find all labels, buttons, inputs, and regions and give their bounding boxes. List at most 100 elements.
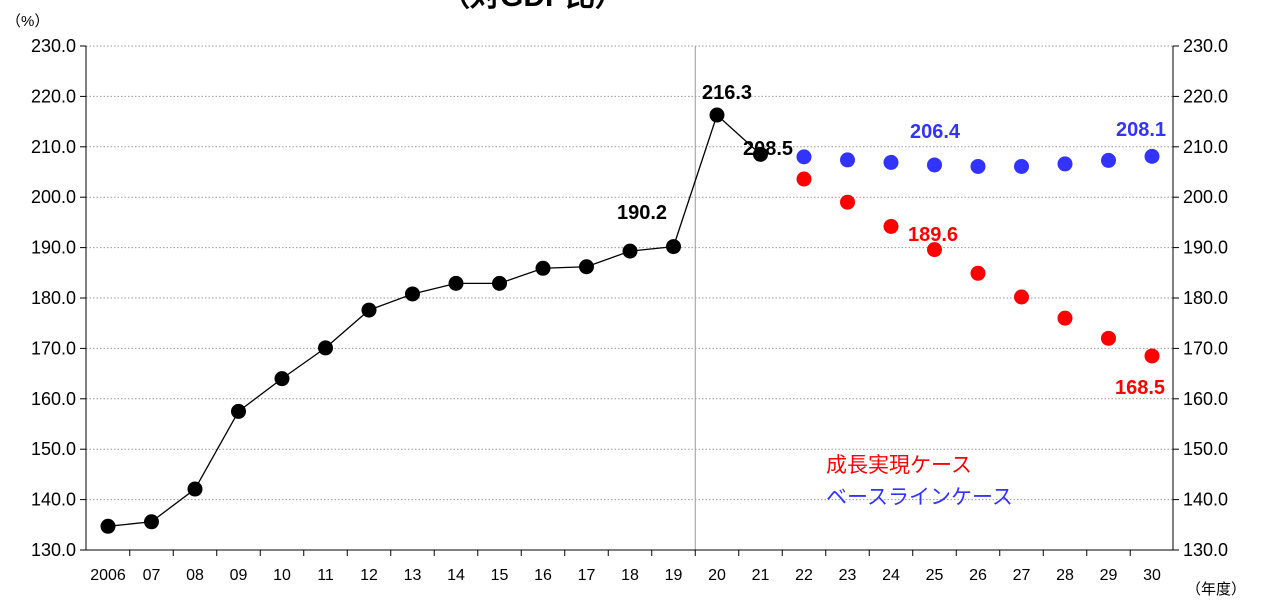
baseline-case-point: [927, 157, 942, 173]
actual-data-point: [666, 239, 681, 255]
x-tick-label: 25: [926, 567, 944, 584]
x-tick-label: 24: [882, 567, 900, 584]
baseline-case-point: [1014, 158, 1029, 174]
x-tick-label: 22: [795, 567, 813, 584]
x-tick-label: 13: [404, 567, 422, 584]
actual-data-point: [187, 481, 203, 497]
x-tick-label: 11: [317, 567, 334, 584]
actual-data-point: [318, 340, 333, 356]
growth-case-point: [1057, 310, 1073, 326]
x-tick-label: 19: [665, 567, 683, 584]
x-tick-label: 18: [621, 567, 639, 584]
x-tick-label: 27: [1013, 567, 1031, 584]
x-tick-label: 09: [230, 567, 248, 584]
baseline-case-point: [970, 158, 986, 174]
x-tick-label: 17: [578, 567, 596, 584]
actual-data-point: [448, 275, 464, 291]
growth-case-point: [840, 194, 855, 210]
y-tick-label-right: 190.0: [1183, 238, 1228, 258]
x-tick-label: 21: [752, 567, 770, 584]
y-tick-label-left: 230.0: [31, 36, 76, 56]
y-tick-label-right: 230.0: [1183, 36, 1228, 56]
x-tick-label: 2006: [90, 567, 126, 584]
y-tick-label-right: 130.0: [1183, 540, 1228, 560]
x-tick-label: 10: [273, 567, 291, 584]
growth-case-point: [927, 242, 942, 258]
y-tick-label-right: 200.0: [1183, 187, 1228, 207]
x-tick-label: 08: [186, 567, 204, 584]
growth-case-point: [1144, 348, 1160, 364]
y-axis-right-ticks: 130.0 140.0 150.0 160.0 170.0 180.0 190.0 200.0…: [1183, 36, 1228, 560]
actual-data-point: [274, 371, 290, 387]
actual-data-point: [361, 302, 377, 318]
actual-series-line: [107, 113, 761, 527]
data-label: 208.5: [743, 138, 793, 160]
baseline-case-point: [796, 149, 812, 165]
x-tick-label: 07: [143, 567, 161, 584]
baseline-case-point: [1101, 152, 1116, 168]
data-label: 190.2: [617, 202, 667, 224]
actual-data-point: [622, 243, 638, 259]
y-tick-label-left: 220.0: [31, 86, 76, 106]
x-tick-label: 26: [969, 567, 987, 584]
y-tick-label-right: 150.0: [1183, 439, 1228, 459]
y-axis-left-ticks: 130.0 140.0 150.0 160.0 170.0 180.0 190.0 200.0…: [31, 36, 76, 560]
chart-title-partial: （対GDP比）: [440, 0, 625, 13]
y-tick-label-left: 150.0: [31, 439, 76, 459]
data-label: 206.4: [910, 121, 961, 143]
x-tick-label: 16: [534, 567, 552, 584]
legend-baseline-case: ベースラインケース: [826, 486, 1013, 509]
actual-data-point: [144, 514, 159, 530]
data-label: 208.1: [1116, 119, 1166, 141]
y-tick-label-left: 130.0: [31, 540, 76, 560]
actual-data-point: [231, 403, 246, 419]
actual-data-point: [709, 107, 725, 123]
actual-data-point: [492, 275, 507, 291]
y-tick-label-left: 140.0: [31, 490, 76, 510]
y-tick-label-left: 210.0: [31, 137, 76, 157]
x-tick-label: 23: [839, 567, 857, 584]
y-axis-unit: （%）: [6, 13, 49, 30]
y-tick-label-left: 200.0: [31, 187, 76, 207]
x-tick-label: 30: [1143, 567, 1161, 584]
gridlines: [86, 45, 1173, 550]
actual-data-point: [535, 260, 551, 276]
y-tick-label-right: 210.0: [1183, 137, 1228, 157]
y-tick-label-left: 160.0: [31, 389, 76, 409]
x-axis-ticks: 2006 07 08 09 10 11 12 13 14 15 16 17 18 19 20 21 22 23 24…: [90, 567, 1161, 584]
growth-case-point: [1014, 289, 1029, 305]
data-labels: 190.2 216.3 208.5 206.4 208.1 189.6 168.5: [617, 82, 1166, 399]
x-tick-label: 28: [1056, 567, 1074, 584]
growth-case-point: [970, 265, 986, 281]
x-tick-label: 20: [708, 567, 726, 584]
x-tick-label: 12: [360, 567, 378, 584]
growth-case-point: [1101, 330, 1116, 346]
data-label: 168.5: [1115, 377, 1165, 399]
legend-growth-case: 成長実現ケース: [826, 454, 972, 477]
x-tick-label: 14: [447, 567, 465, 584]
actual-data-point: [100, 518, 116, 534]
x-tick-label: 15: [491, 567, 509, 584]
y-tick-label-left: 170.0: [31, 338, 76, 358]
x-axis-unit: （年度）: [1186, 581, 1246, 598]
baseline-case-point: [840, 152, 855, 168]
y-tick-label-right: 170.0: [1183, 338, 1228, 358]
growth-case-point: [796, 171, 812, 187]
y-tick-label-right: 140.0: [1183, 490, 1228, 510]
y-tick-label-left: 190.0: [31, 238, 76, 258]
data-label: 216.3: [702, 82, 752, 104]
y-tick-label-right: 160.0: [1183, 389, 1228, 409]
series-layer: [100, 107, 1160, 534]
x-tick-label: 29: [1100, 567, 1118, 584]
baseline-case-point: [1144, 148, 1160, 164]
y-tick-label-left: 180.0: [31, 288, 76, 308]
actual-data-point: [579, 259, 594, 275]
baseline-case-point: [883, 154, 899, 170]
baseline-case-point: [1057, 156, 1073, 172]
y-tick-label-right: 220.0: [1183, 86, 1228, 106]
y-tick-label-right: 180.0: [1183, 288, 1228, 308]
actual-data-point: [405, 286, 420, 302]
data-label: 189.6: [908, 224, 958, 246]
